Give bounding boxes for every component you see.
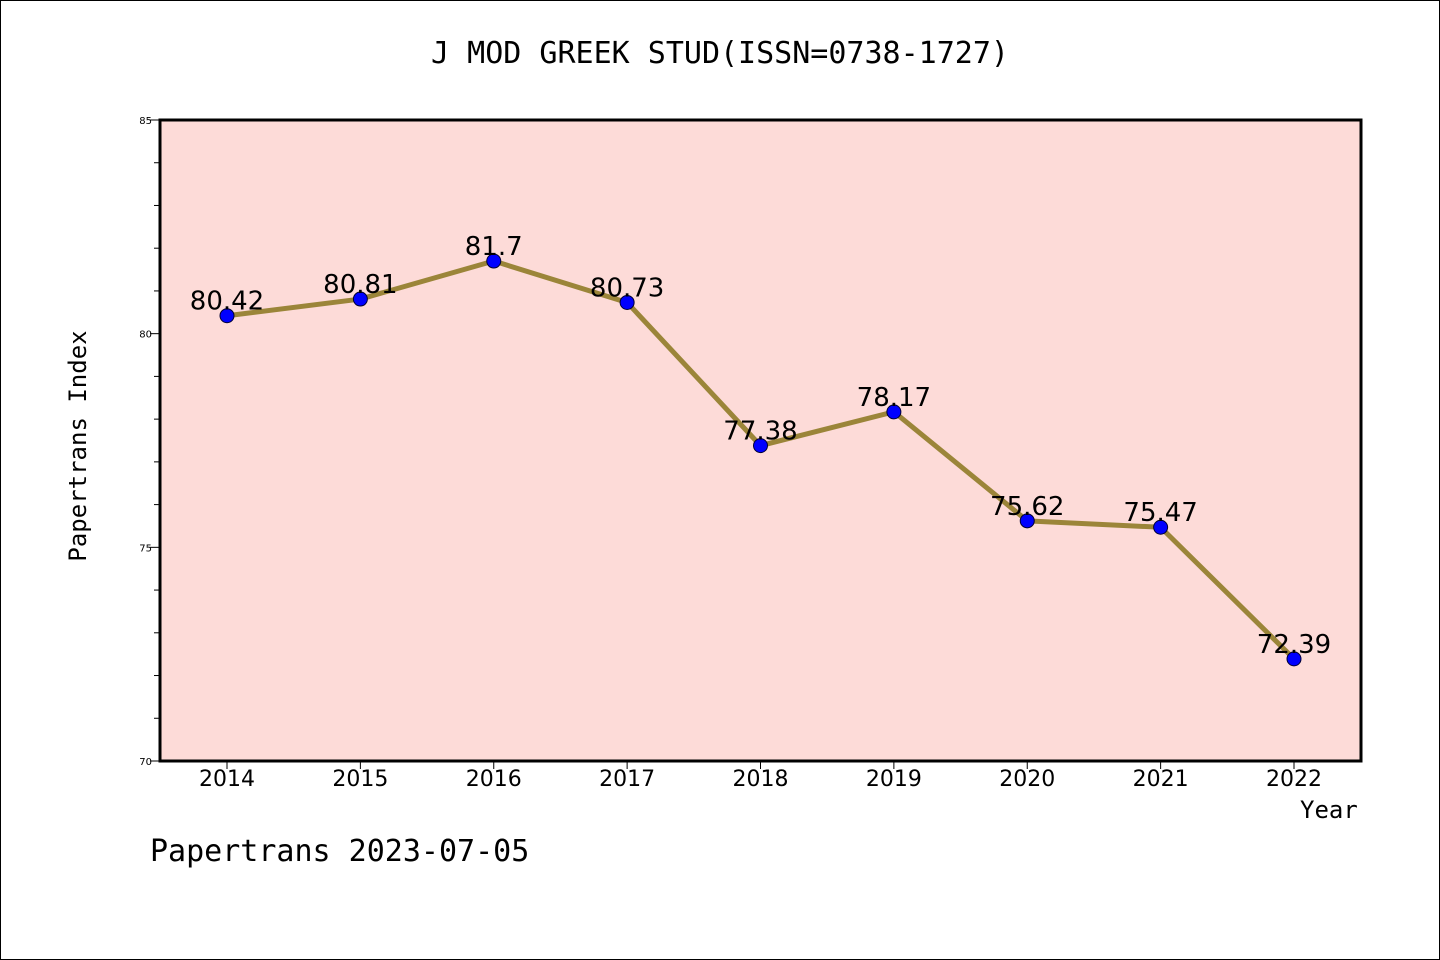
data-point [1153, 519, 1169, 535]
data-label: 72.39 [1257, 630, 1331, 660]
data-point [886, 404, 902, 420]
y-tick-label: 80 [139, 330, 152, 341]
data-point [1286, 651, 1302, 667]
data-label: 75.47 [1123, 498, 1197, 528]
x-tick-label: 2021 [1133, 767, 1189, 792]
data-label: 80.42 [190, 287, 264, 317]
data-label: 75.62 [990, 492, 1064, 522]
x-tick-label: 2015 [332, 767, 388, 792]
x-tick-label: 2016 [466, 767, 522, 792]
chart-title: J MOD GREEK STUD(ISSN=0738-1727) [431, 36, 1009, 71]
data-point [753, 438, 768, 454]
data-point [619, 294, 635, 310]
x-tick-label: 2014 [199, 767, 255, 792]
data-label: 78.17 [857, 383, 931, 413]
data-label: 80.81 [323, 270, 397, 300]
plot-border [158, 118, 1363, 763]
y-tick-label: 85 [139, 116, 152, 127]
footer-date: Papertrans 2023-07-05 [150, 834, 530, 869]
y-tick-label: 75 [139, 543, 152, 554]
data-point [352, 291, 368, 307]
data-label: 81.7 [465, 232, 523, 262]
x-axis-label: Year [1300, 796, 1358, 824]
x-tick-label: 2019 [866, 767, 922, 792]
data-label: 77.38 [723, 417, 797, 447]
data-label: 80.73 [590, 273, 664, 303]
x-tick-label: 2017 [599, 767, 655, 792]
x-tick-label: 2020 [999, 767, 1055, 792]
data-point [219, 308, 235, 324]
x-tick-label: 2018 [733, 767, 789, 792]
data-point [1019, 513, 1035, 529]
y-tick-label: 70 [139, 757, 152, 768]
data-point [486, 253, 502, 269]
x-tick-label: 2022 [1266, 767, 1322, 792]
